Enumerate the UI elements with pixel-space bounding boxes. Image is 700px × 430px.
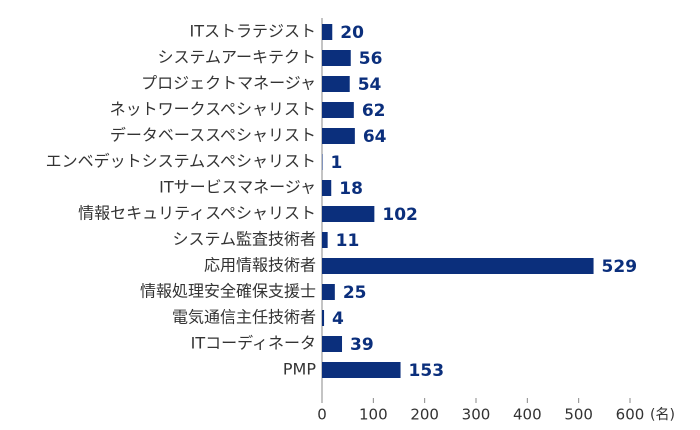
bar <box>322 362 401 378</box>
bar <box>322 284 335 300</box>
data-label: 1 <box>331 153 343 173</box>
data-label: 102 <box>382 205 418 225</box>
y-tick-label: ITストラテジスト <box>190 22 317 41</box>
y-tick-label: 情報処理安全確保支援士 <box>140 282 316 301</box>
x-axis-unit: (名) <box>650 407 675 423</box>
y-tick-label: ITサービスマネージャ <box>159 178 316 197</box>
bar <box>322 258 594 274</box>
data-label: 25 <box>343 283 367 303</box>
bar <box>322 154 323 170</box>
y-tick-label: データベーススペシャリスト <box>110 126 316 145</box>
data-label: 39 <box>350 335 374 355</box>
y-tick-label: エンベデットシステムスペシャリスト <box>46 152 316 171</box>
x-tick-label: 200 <box>410 406 439 424</box>
y-tick-label: システム監査技術者 <box>172 230 316 249</box>
data-label: 62 <box>362 101 386 121</box>
data-label: 64 <box>363 127 387 147</box>
data-label: 153 <box>409 361 445 381</box>
x-tick-label: 0 <box>317 406 327 424</box>
x-tick-label: 600 <box>616 406 645 424</box>
bar <box>322 102 354 118</box>
data-label: 11 <box>336 231 360 251</box>
bar <box>322 310 325 326</box>
bar <box>322 232 328 248</box>
data-label: 4 <box>332 309 344 329</box>
bar <box>322 76 350 92</box>
x-tick-label: 100 <box>359 406 388 424</box>
bar <box>322 206 375 222</box>
y-tick-label: 電気通信主任技術者 <box>172 308 316 327</box>
bar <box>322 50 351 66</box>
y-tick-label: 情報セキュリティスペシャリスト <box>78 204 316 223</box>
data-label: 20 <box>340 23 364 43</box>
data-label: 54 <box>358 75 382 95</box>
y-tick-label: ITコーディネータ <box>191 334 316 353</box>
y-tick-label: PMP <box>283 360 316 379</box>
x-tick-label: 400 <box>513 406 542 424</box>
data-label: 529 <box>602 257 638 277</box>
data-label: 56 <box>359 49 383 69</box>
data-label: 18 <box>339 179 363 199</box>
x-tick-label: 300 <box>462 406 491 424</box>
bar <box>322 128 355 144</box>
x-tick-label: 500 <box>564 406 593 424</box>
bar <box>322 180 332 196</box>
y-tick-label: ネットワークスペシャリスト <box>110 100 316 119</box>
y-tick-label: プロジェクトマネージャ <box>141 74 316 93</box>
y-tick-label: 応用情報技術者 <box>204 256 316 275</box>
bar <box>322 336 343 352</box>
y-tick-label: システムアーキテクト <box>157 48 316 67</box>
bar <box>322 24 333 40</box>
